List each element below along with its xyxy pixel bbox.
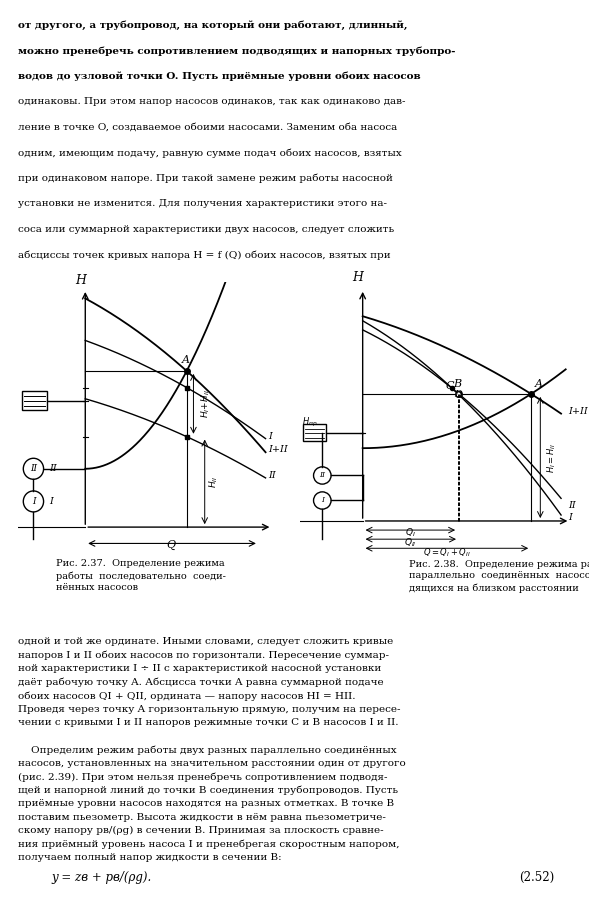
- Text: абсциссы точек кривых напора H = f (Q) обоих насосов, взятых при: абсциссы точек кривых напора H = f (Q) о…: [18, 250, 391, 259]
- Text: Рис. 2.37.  Определение режима
работы  последовательно  соеди-
нённых насосов: Рис. 2.37. Определение режима работы пос…: [56, 559, 226, 592]
- Text: водов до узловой точки O. Пусть приёмные уровни обоих насосов: водов до узловой точки O. Пусть приёмные…: [18, 72, 421, 81]
- Text: I+II: I+II: [568, 407, 588, 416]
- Text: даёт рабочую точку A. Абсцисса точки A равна суммарной подаче: даёт рабочую точку A. Абсцисса точки A р…: [18, 678, 383, 687]
- Text: II: II: [319, 471, 325, 480]
- Text: приёмные уровни насосов находятся на разных отметках. В точке B: приёмные уровни насосов находятся на раз…: [18, 799, 394, 808]
- Text: при одинаковом напоре. При такой замене режим работы насосной: при одинаковом напоре. При такой замене …: [18, 174, 392, 183]
- Text: II: II: [568, 501, 575, 510]
- Text: насосов, установленных на значительном расстоянии один от другого: насосов, установленных на значительном р…: [18, 759, 405, 768]
- Text: I+II: I+II: [268, 445, 287, 454]
- Text: $H_I$+$H_{II}$: $H_I$+$H_{II}$: [200, 389, 212, 419]
- Text: $H_I=H_{II}$: $H_I=H_{II}$: [545, 442, 558, 472]
- Text: ния приёмный уровень насоса I и пренебрегая скоростным напором,: ния приёмный уровень насоса I и пренебре…: [18, 840, 399, 849]
- Text: $Q_I$: $Q_I$: [405, 527, 416, 540]
- Text: (рис. 2.39). При этом нельзя пренебречь сопротивлением подводя-: (рис. 2.39). При этом нельзя пренебречь …: [18, 773, 387, 782]
- Text: $H_{II}$: $H_{II}$: [207, 476, 220, 488]
- Text: y = zв + pв/(ρg).: y = zв + pв/(ρg).: [51, 872, 151, 885]
- Text: скому напору pв/(ρg) в сечении B. Принимая за плоскость сравне-: скому напору pв/(ρg) в сечении B. Приним…: [18, 826, 383, 835]
- Text: одинаковы. При этом напор насосов одинаков, так как одинаково дав-: одинаковы. При этом напор насосов одинак…: [18, 97, 405, 106]
- Text: чении с кривыми I и II напоров режимные точки C и B насосов I и II.: чении с кривыми I и II напоров режимные …: [18, 718, 398, 727]
- Text: I: I: [568, 513, 572, 521]
- Text: I: I: [49, 497, 53, 506]
- Text: Проведя через точку A горизонтальную прямую, получим на пересе-: Проведя через точку A горизонтальную пря…: [18, 704, 400, 713]
- Text: I: I: [32, 497, 35, 506]
- Text: B: B: [454, 379, 462, 389]
- Text: Рис. 2.38.  Определение режима работы
параллельно  соединённых  насосов,  нахо-
: Рис. 2.38. Определение режима работы пар…: [409, 559, 589, 593]
- Bar: [22, 390, 47, 410]
- Text: I: I: [321, 497, 324, 504]
- Text: ной характеристики I ÷ II с характеристикой насосной установки: ной характеристики I ÷ II с характеристи…: [18, 664, 381, 673]
- Text: D: D: [454, 390, 462, 399]
- Text: соса или суммарной характеристики двух насосов, следует сложить: соса или суммарной характеристики двух н…: [18, 225, 394, 234]
- Text: от другого, а трубопровод, на который они работают, длинный,: от другого, а трубопровод, на который он…: [18, 21, 407, 30]
- Text: одной и той же ординате. Иными словами, следует сложить кривые: одной и той же ординате. Иными словами, …: [18, 637, 393, 646]
- Text: H: H: [353, 271, 363, 284]
- Text: установки не изменится. Для получения характеристики этого на-: установки не изменится. Для получения ха…: [18, 199, 386, 208]
- Text: A: A: [535, 379, 542, 389]
- Text: H: H: [75, 274, 86, 287]
- Text: II: II: [49, 464, 57, 473]
- Text: поставим пьезометр. Высота жидкости в нём равна пьезометриче-: поставим пьезометр. Высота жидкости в нё…: [18, 813, 386, 822]
- Text: щей и напорной линий до точки B соединения трубопроводов. Пусть: щей и напорной линий до точки B соединен…: [18, 785, 398, 795]
- Text: можно пренебречь сопротивлением подводящих и напорных трубопро-: можно пренебречь сопротивлением подводящ…: [18, 46, 455, 56]
- Text: $Q=Q_I+Q_{II}$: $Q=Q_I+Q_{II}$: [423, 546, 471, 559]
- Text: обоих насосов QІ + QІІ, ордината — напору насосов HІ = HІІ.: обоих насосов QІ + QІІ, ордината — напор…: [18, 691, 355, 701]
- Text: Определим режим работы двух разных параллельно соединённых: Определим режим работы двух разных парал…: [18, 745, 396, 754]
- Text: II: II: [268, 471, 276, 480]
- Text: A: A: [181, 355, 190, 365]
- Text: (2.52): (2.52): [519, 872, 555, 885]
- Text: I: I: [268, 431, 272, 440]
- Bar: [303, 424, 326, 441]
- Text: $H_{пр}$: $H_{пр}$: [302, 416, 317, 430]
- Text: получаем полный напор жидкости в сечении B:: получаем полный напор жидкости в сечении…: [18, 854, 282, 863]
- Text: ление в точке O, создаваемое обоими насосами. Заменим оба насоса: ление в точке O, создаваемое обоими насо…: [18, 123, 397, 132]
- Text: Q: Q: [166, 541, 176, 551]
- Text: напоров I и II обоих насосов по горизонтали. Пересечение суммар-: напоров I и II обоих насосов по горизонт…: [18, 651, 389, 660]
- Text: одним, имеющим подачу, равную сумме подач обоих насосов, взятых: одним, имеющим подачу, равную сумме пода…: [18, 148, 402, 157]
- Text: II: II: [30, 464, 37, 473]
- Text: $Q_{II}$: $Q_{II}$: [405, 537, 417, 549]
- Text: C: C: [446, 381, 454, 391]
